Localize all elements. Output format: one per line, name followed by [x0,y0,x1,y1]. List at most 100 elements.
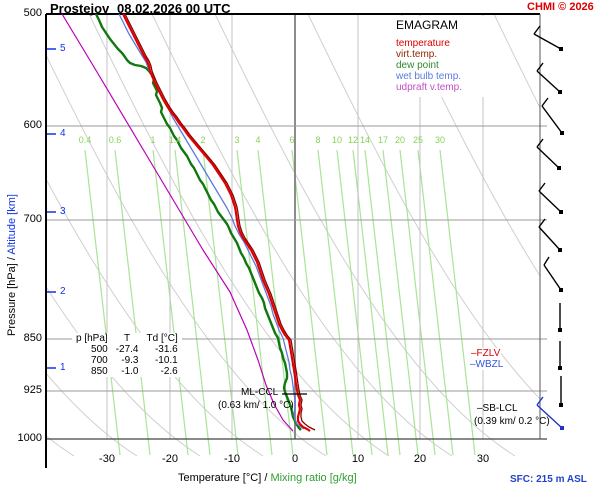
surface-elevation: SFC: 215 m ASL [510,474,587,485]
temperature-tick-label: 30 [476,453,490,465]
pressure-tick-label: 925 [23,384,42,396]
wind-barb-station-dot [559,210,563,214]
dry-adiabat-line [151,14,453,456]
wind-barb-station-dot [557,166,561,170]
left-axis-label-pressure: Pressure [hPa] [6,263,18,336]
mixing-ratio-label: 6 [289,135,295,145]
wind-barb [538,218,562,252]
mixing-ratio-line [336,149,373,456]
table-row: 850 -1.0 -2.6 [72,366,182,377]
sounding-datetime: 08.02.2026 00 UTC [117,1,231,16]
dry-adiabat-line [46,177,264,456]
temperature-tick-label: 10 [351,453,365,465]
mixing-ratio-line [291,149,328,456]
wind-barb [538,182,563,214]
mixing-ratio-label: 14 [359,135,370,145]
wind-barb-station-dot [559,403,563,407]
mixing-ratio-line [84,149,121,456]
legend-item-temperature: temperature [396,38,450,49]
cell-td-500: -31.6 [154,344,178,355]
sounding-table-header-row: p [hPa] T Td [°C] [72,333,182,344]
cell-p-700: 700 [91,355,108,366]
mixing-ratio-line [439,149,476,456]
temperature-curve [122,14,311,432]
wind-barb [536,62,562,94]
table-row: 700 -9.3 -10.1 [72,355,182,366]
dry-adiabat-line [46,372,138,456]
altitude-tick-label: 3 [60,206,66,217]
mixing-ratio-label: 0.6 [108,135,122,145]
pressure-tick-label: 500 [23,7,42,19]
mixing-ratio-label: 3 [234,135,240,145]
wind-barb-station-dot [560,131,564,135]
mixing-ratio-line [257,149,294,456]
col-temp: T [124,333,131,344]
wind-barb [559,376,563,407]
dry-adiabat-line [88,14,390,456]
mixing-ratio-label: 12 [347,135,358,145]
mixing-ratio-label: 17 [377,135,388,145]
altitude-tick-label: 2 [60,286,66,297]
freezing-level-label: –FZLV [470,348,502,359]
cell-td-700: -10.1 [154,355,178,366]
dry-adiabat-line [214,14,516,456]
mixing-ratio-line [114,149,151,456]
pressure-tick-label: 850 [23,332,42,344]
cell-p-850: 850 [91,366,108,377]
temperature-tick-label: -30 [99,453,115,465]
wind-barb [558,303,562,332]
wind-barb [536,138,561,170]
mixing-ratio-label: 1 [150,135,156,145]
wind-barb-station-dot [559,47,563,51]
bottom-axis-label-mixing: Mixing ratio [g/kg] [270,472,357,484]
dry-adiabat-line [307,14,540,400]
sb-lcl-label: –SB-LCL [477,403,518,414]
copyright-note: CHMI © 2026 [527,1,594,13]
wind-barb [533,25,563,51]
mixing-ratio-label: 4 [255,135,261,145]
legend-item-updraft-temp: udpraft v.temp. [396,82,462,93]
wind-barb-station-dot [558,328,562,332]
pressure-tick-label: 700 [23,213,42,225]
sb-lcl-value: (0.39 km/ 0.2 °C) [474,416,550,427]
wind-barb [536,396,564,430]
legend-item-virt-temp: virt.temp. [396,49,438,60]
cell-t-500: -27.4 [115,344,139,355]
ml-ccl-value: (0.63 km/ 1.0 °C) [218,400,294,411]
legend-item-wet-bulb: wet bulb temp. [396,71,462,82]
left-axis-label-separator: / [6,254,18,264]
col-pressure: p [hPa] [76,333,108,344]
mixing-ratio-line [382,149,419,456]
mixing-ratio-label: 8 [315,135,321,145]
dry-adiabat-line [46,54,327,456]
wind-barb-station-dot [558,90,562,94]
dry-adiabat-line [493,14,540,109]
mixing-ratio-label: 30 [434,135,445,145]
mixing-ratio-line [352,149,389,456]
virt-temp-curve [124,14,316,431]
altitude-tick-label: 5 [60,43,66,54]
bottom-axis-label-temperature: Temperature [°C] / [178,472,271,484]
wind-barb-station-dot [559,288,563,292]
mixing-ratio-line [174,149,211,456]
pressure-tick-label: 1000 [17,432,42,444]
pressure-tick-label: 600 [23,119,42,131]
dry-adiabat-line [46,285,201,456]
wind-barb-station-dot [558,366,562,370]
altitude-tick-label: 1 [60,362,66,373]
temperature-tick-label: -20 [162,453,178,465]
wind-barb [558,341,562,370]
dry-adiabat-line [587,14,600,456]
wind-barb-station-dot [558,248,562,252]
wet-bulb-zero-label: –WBZL [469,359,505,370]
ml-ccl-label: ML-CCL [241,387,279,398]
table-row: 500 -27.4 -31.6 [72,344,182,355]
altitude-tick-label: 4 [60,128,66,139]
cell-t-700: -9.3 [121,355,139,366]
cell-td-850: -2.6 [160,366,178,377]
mixing-ratio-line [236,149,273,456]
wind-barb [541,97,564,135]
temperature-tick-label: 0 [291,453,299,465]
cell-p-500: 500 [91,344,108,355]
